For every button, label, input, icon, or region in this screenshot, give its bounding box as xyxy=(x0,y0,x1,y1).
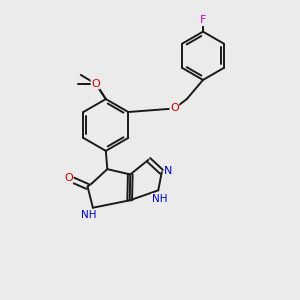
Text: N: N xyxy=(164,166,172,176)
Text: O: O xyxy=(91,79,100,89)
Text: O: O xyxy=(64,173,73,183)
Text: O: O xyxy=(170,103,179,113)
Text: NH: NH xyxy=(152,194,167,204)
Text: F: F xyxy=(200,15,206,26)
Text: NH: NH xyxy=(81,210,96,220)
